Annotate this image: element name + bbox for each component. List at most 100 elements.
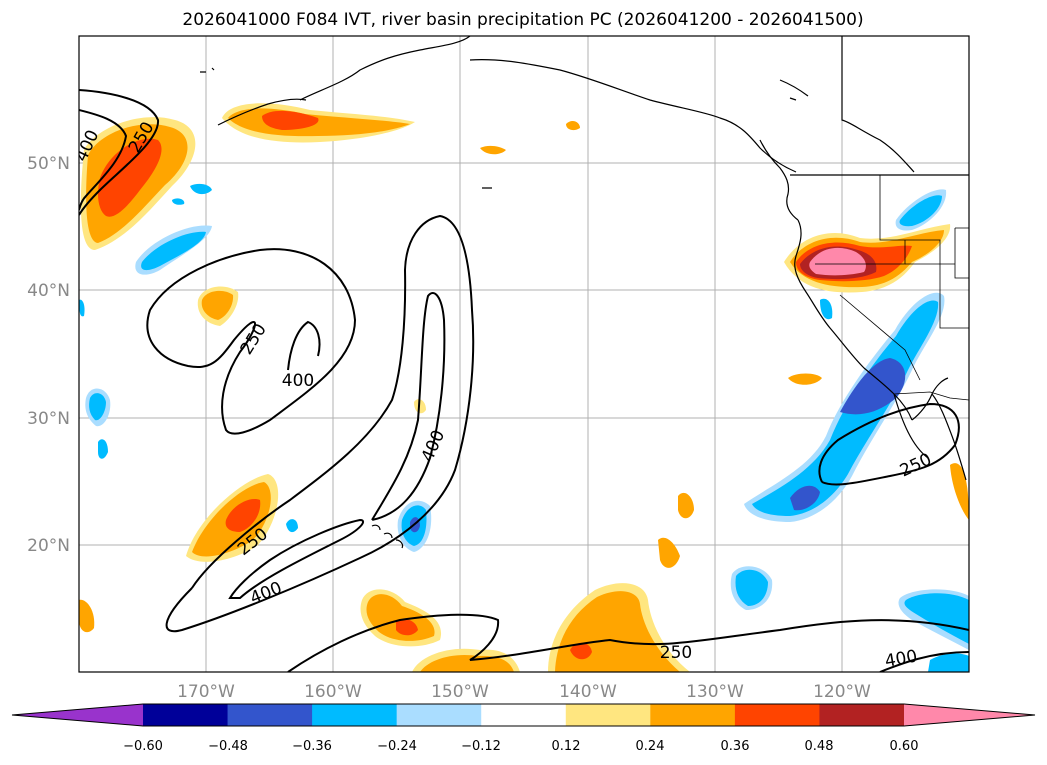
colorbar-swatch-4 — [481, 704, 567, 726]
contour-250-spiral — [146, 248, 357, 435]
contour-400-inner — [228, 518, 365, 599]
colorbar-swatch-6 — [650, 704, 736, 726]
coastlines — [200, 36, 969, 549]
neg-east-cyan — [752, 300, 939, 516]
colorbar-tick-labels: −0.60 −0.48 −0.36 −0.24 −0.12 0.12 0.24 … — [123, 739, 918, 754]
longitude-labels: 170°W 160°W 150°W 140°W 130°W 120°W — [177, 682, 871, 702]
shade-bottom-red — [570, 642, 592, 660]
shade-40n-orange — [201, 290, 234, 320]
shade-small-east-edge — [950, 463, 969, 520]
colorbar-extend-high — [904, 704, 1035, 726]
neg-east-blue-2 — [790, 485, 820, 511]
negative-shading — [79, 183, 969, 672]
lat-label-20n: 20°N — [27, 536, 70, 556]
lon-label-120w: 120°W — [813, 682, 871, 702]
neg-pnw-cyan — [899, 195, 942, 227]
map-title: 2026041000 F084 IVT, river basin precipi… — [182, 10, 863, 30]
state-border-5 — [954, 227, 969, 279]
cb-label-4: −0.12 — [461, 739, 501, 754]
islands-north — [200, 67, 809, 189]
contour-400-east-inner — [371, 292, 446, 521]
colorbar-extend-low — [12, 704, 143, 726]
shade-small-24n-132w — [678, 492, 694, 519]
neg-small-22n-162w — [286, 519, 298, 533]
cb-label-5: 0.12 — [552, 739, 581, 754]
neg-hawaii-2 — [98, 439, 108, 459]
colorbar-outline — [11, 703, 1036, 727]
cb-label-6: 0.24 — [636, 739, 665, 754]
contour-250-nw — [79, 89, 160, 216]
colorbar-swatch-5 — [565, 704, 651, 726]
cb-label-7: 0.36 — [721, 739, 750, 754]
neg-left-edge — [79, 299, 85, 317]
colorbar-swatch-1 — [227, 704, 313, 726]
bc-coast — [759, 139, 799, 221]
shade-small-aleutian-east — [480, 145, 506, 155]
shade-small-west-edge — [79, 599, 95, 633]
lon-label-150w: 150°W — [431, 682, 489, 702]
contour-400-small — [287, 320, 321, 371]
cb-label-1: −0.48 — [208, 739, 248, 754]
neg-16n-cyan — [735, 569, 768, 606]
lat-label-30n: 30°N — [27, 409, 70, 429]
colorbar-swatches — [11, 703, 1036, 727]
colorbar-swatch-8 — [819, 704, 905, 726]
graticule — [79, 36, 969, 672]
shade-small-20n-135w — [658, 537, 680, 568]
lat-label-50n: 50°N — [27, 154, 70, 174]
neg-west-cyan — [141, 231, 206, 271]
alaska-coast — [299, 36, 797, 173]
hawaii-islands — [371, 524, 404, 549]
contour-250-baja — [818, 402, 960, 486]
lon-label-140w: 140°W — [559, 682, 617, 702]
shade-west-blob-red — [98, 138, 162, 217]
contour-400-nw — [79, 109, 128, 211]
colorbar-swatch-2 — [312, 704, 398, 726]
colorbar-swatch-0 — [143, 704, 229, 726]
bc-alaska-border — [841, 36, 915, 173]
shade-25n-red — [225, 499, 261, 532]
shade-14n-red — [396, 619, 418, 636]
cb-label-8: 0.48 — [805, 739, 834, 754]
colorbar-swatch-3 — [396, 704, 482, 726]
state-border-3 — [839, 294, 921, 381]
shade-nw-pink — [809, 247, 866, 276]
cb-label-3: −0.24 — [377, 739, 417, 754]
contour-250-bottom — [287, 613, 969, 672]
contour-label-7: 250 — [660, 643, 692, 663]
contour-label-3: 400 — [282, 371, 314, 391]
shade-small-aleutian-east-2 — [566, 121, 580, 131]
lat-label-40n: 40°N — [27, 281, 70, 301]
lon-label-170w: 170°W — [177, 682, 235, 702]
neg-small-50n — [172, 198, 185, 205]
shade-small-30n-150w — [414, 399, 426, 414]
state-border-1 — [879, 175, 941, 295]
positive-shading — [79, 103, 969, 672]
map-panel: 400 250 250 400 400 250 400 250 250 400 — [78, 35, 970, 673]
shade-small-33n-127w — [788, 373, 822, 385]
neg-se-cyan — [904, 593, 969, 644]
cb-label-2: −0.36 — [292, 739, 332, 754]
colorbar-swatch-7 — [734, 704, 820, 726]
lon-label-160w: 160°W — [304, 682, 362, 702]
cb-label-0: −0.60 — [123, 739, 163, 754]
contour-250-main — [165, 214, 475, 633]
contour-400-se — [879, 651, 969, 672]
neg-small-36n-123w — [820, 298, 833, 320]
neg-small-52n — [190, 183, 212, 195]
state-border-4 — [939, 295, 969, 329]
map-background — [79, 36, 969, 672]
us-mexico-border — [893, 391, 969, 401]
map-frame — [78, 35, 970, 673]
neg-east-blue — [840, 358, 906, 415]
shade-bottom-left-orange — [420, 654, 514, 672]
shade-aleutian-red — [262, 110, 319, 130]
lon-label-130w: 130°W — [686, 682, 744, 702]
cb-label-9: 0.60 — [890, 739, 919, 754]
aleutian-chain — [217, 98, 307, 126]
ivt-contours — [79, 89, 969, 672]
latitude-labels: 50°N 40°N 30°N 20°N — [27, 154, 70, 556]
colorbar: −0.60 −0.48 −0.36 −0.24 −0.12 0.12 0.24 … — [11, 703, 1036, 754]
neg-se-bottom — [928, 653, 969, 672]
